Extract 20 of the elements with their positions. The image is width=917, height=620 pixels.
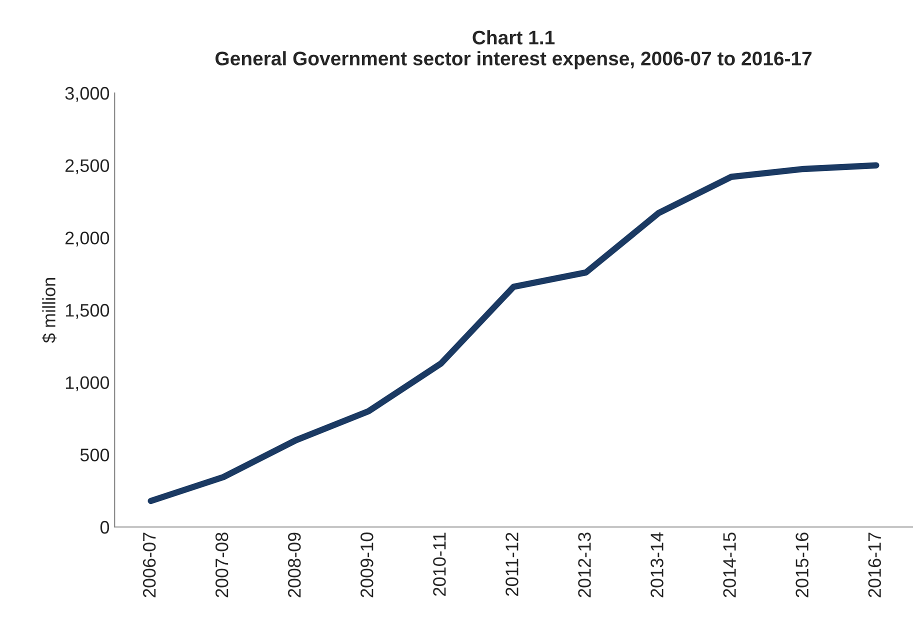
y-tick-label: 1,000 bbox=[66, 376, 110, 392]
x-tick-label: 2016-17 bbox=[868, 532, 881, 598]
x-tick-label: 2007-08 bbox=[215, 532, 228, 598]
y-tick-label: 0 bbox=[100, 520, 110, 534]
x-tick-label: 2006-07 bbox=[142, 532, 156, 598]
y-tick-label: 500 bbox=[80, 448, 110, 462]
x-tick-label: 2011-12 bbox=[506, 532, 518, 596]
x-tick-label: 2013-14 bbox=[650, 532, 664, 598]
x-tick-label: 2008-09 bbox=[288, 532, 301, 598]
y-tick-label: 3,000 bbox=[65, 86, 110, 102]
y-axis-title: $ million bbox=[42, 278, 57, 343]
y-tick-label: 1,500 bbox=[66, 304, 110, 319]
x-tick-label: 2014-15 bbox=[723, 532, 736, 598]
chart-title: Chart 1.1 General Government sector interest expense, 2006-07 to 2016-17 bbox=[216, 30, 812, 70]
x-tick-label: 2010-11 bbox=[433, 532, 446, 596]
x-tick-label: 2009-10 bbox=[360, 532, 374, 598]
y-tick-label: 2,500 bbox=[65, 159, 110, 174]
x-tick-label: 2015-16 bbox=[796, 532, 808, 598]
x-tick-label: 2012-13 bbox=[578, 532, 591, 598]
y-tick-label: 2,000 bbox=[65, 232, 110, 247]
